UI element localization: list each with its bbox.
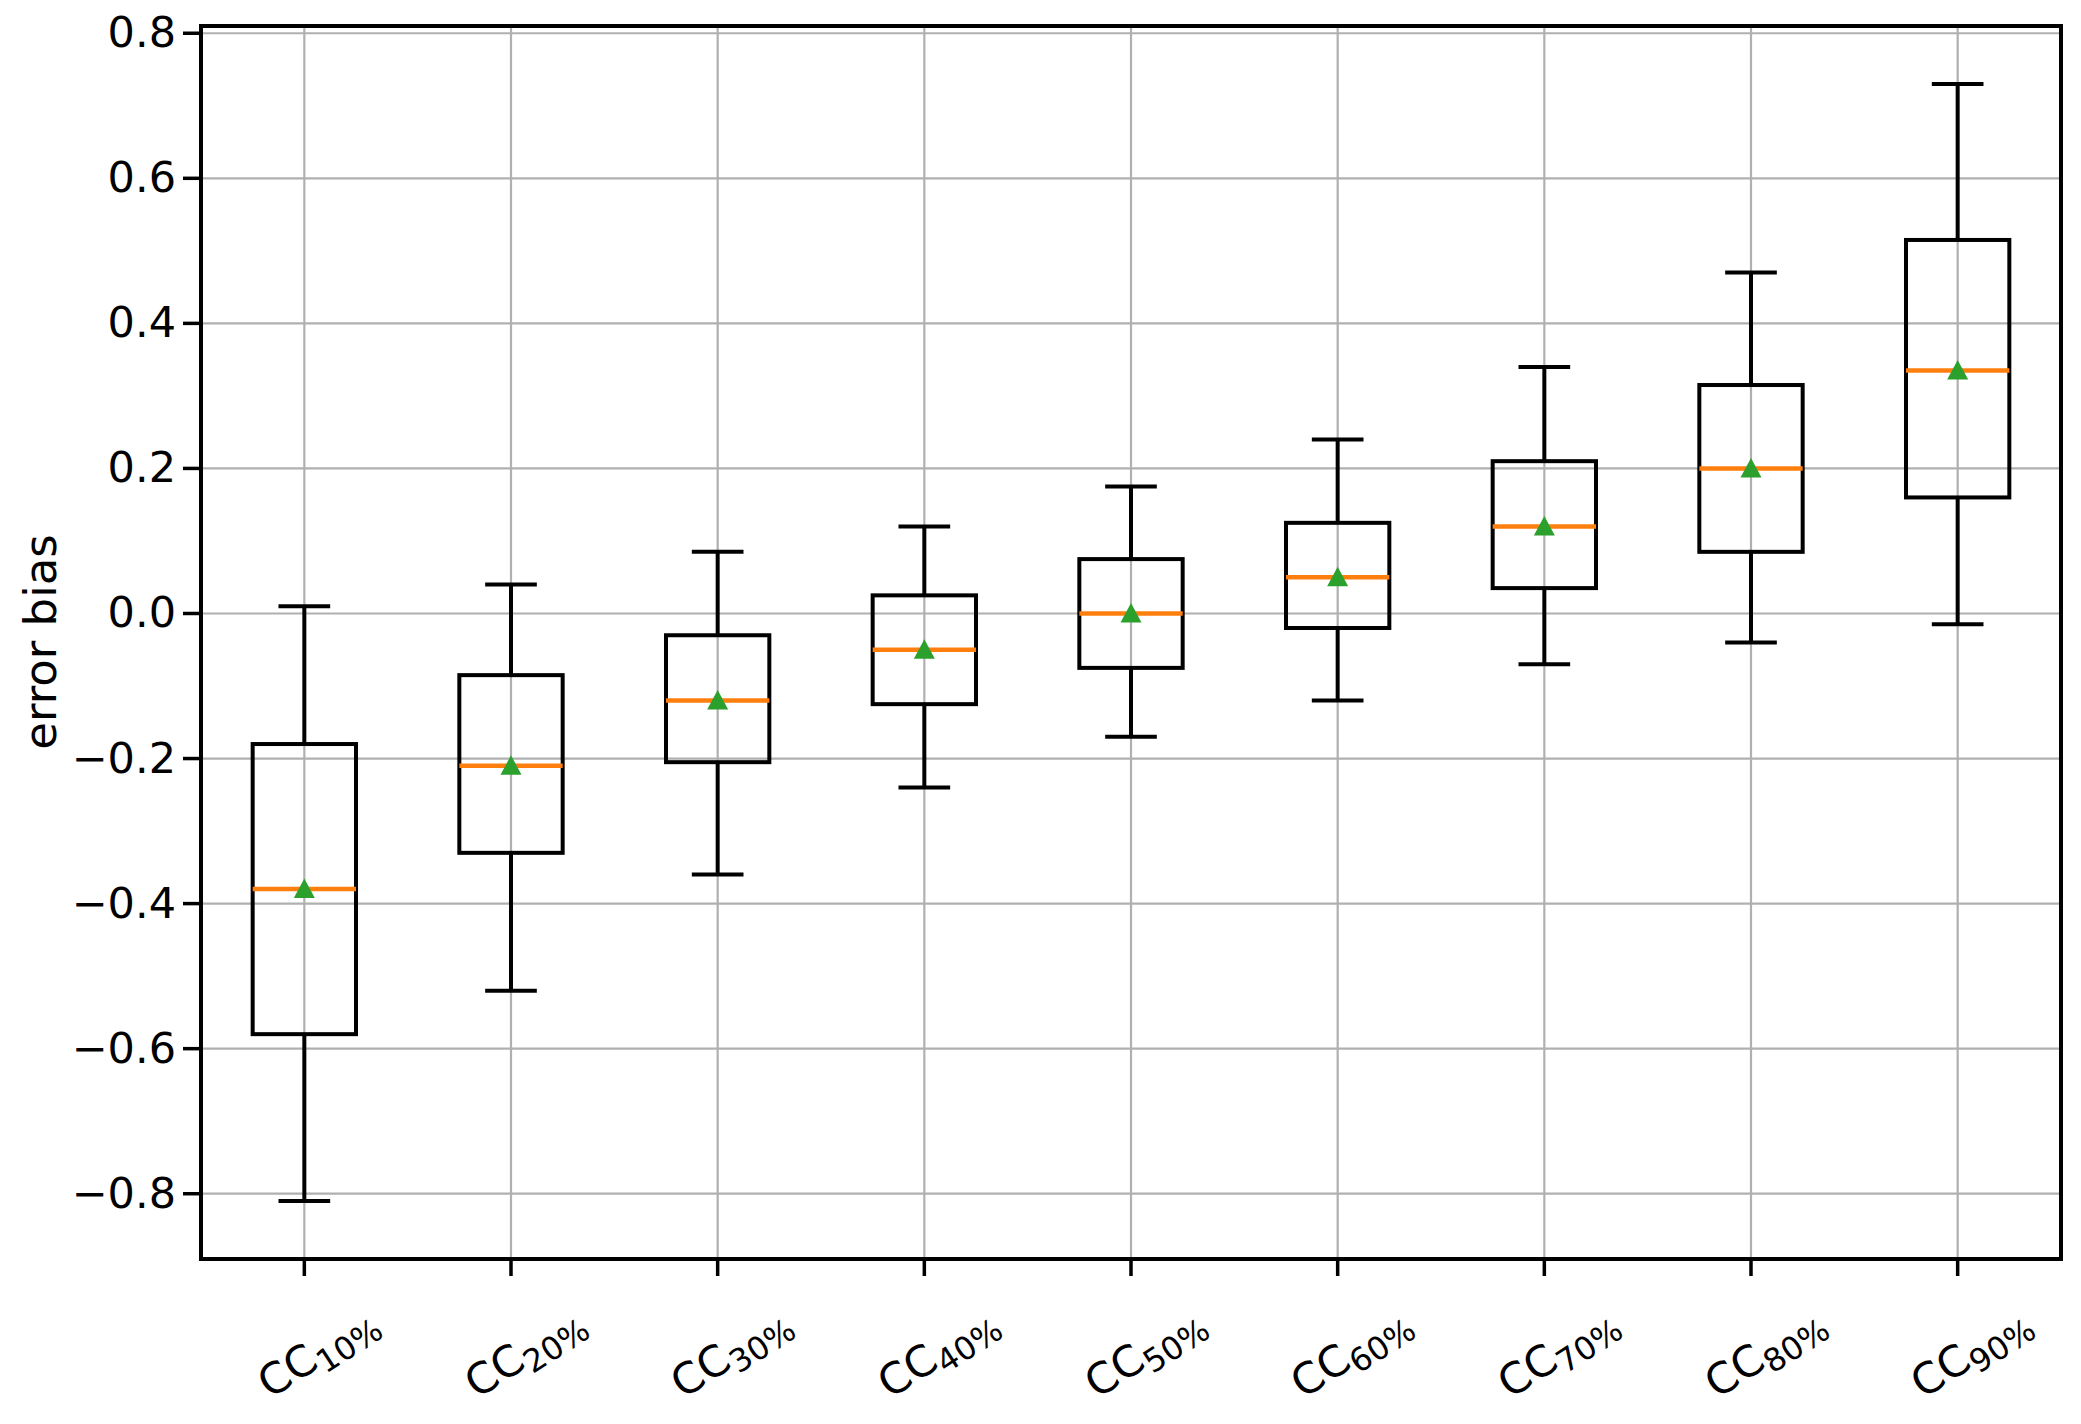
y-tick-label: 0.6 xyxy=(108,152,176,202)
y-tick-label: −0.4 xyxy=(72,878,176,928)
y-tick-label: −0.8 xyxy=(72,1168,176,1218)
y-tick-label: 0.8 xyxy=(108,7,176,57)
y-tick-label: 0.2 xyxy=(108,442,176,492)
y-tick-label: 0.0 xyxy=(108,587,176,637)
boxplot-figure: error bias 0.8 0.6 0.4 0.2 0.0 −0.2 −0.4 −0.6 −0… xyxy=(0,0,2081,1424)
y-axis-label: error bias xyxy=(14,534,67,749)
y-tick-label: −0.6 xyxy=(72,1023,176,1073)
boxplot-canvas xyxy=(0,0,2081,1424)
y-tick-label: −0.2 xyxy=(72,733,176,783)
y-tick-label: 0.4 xyxy=(108,297,176,347)
